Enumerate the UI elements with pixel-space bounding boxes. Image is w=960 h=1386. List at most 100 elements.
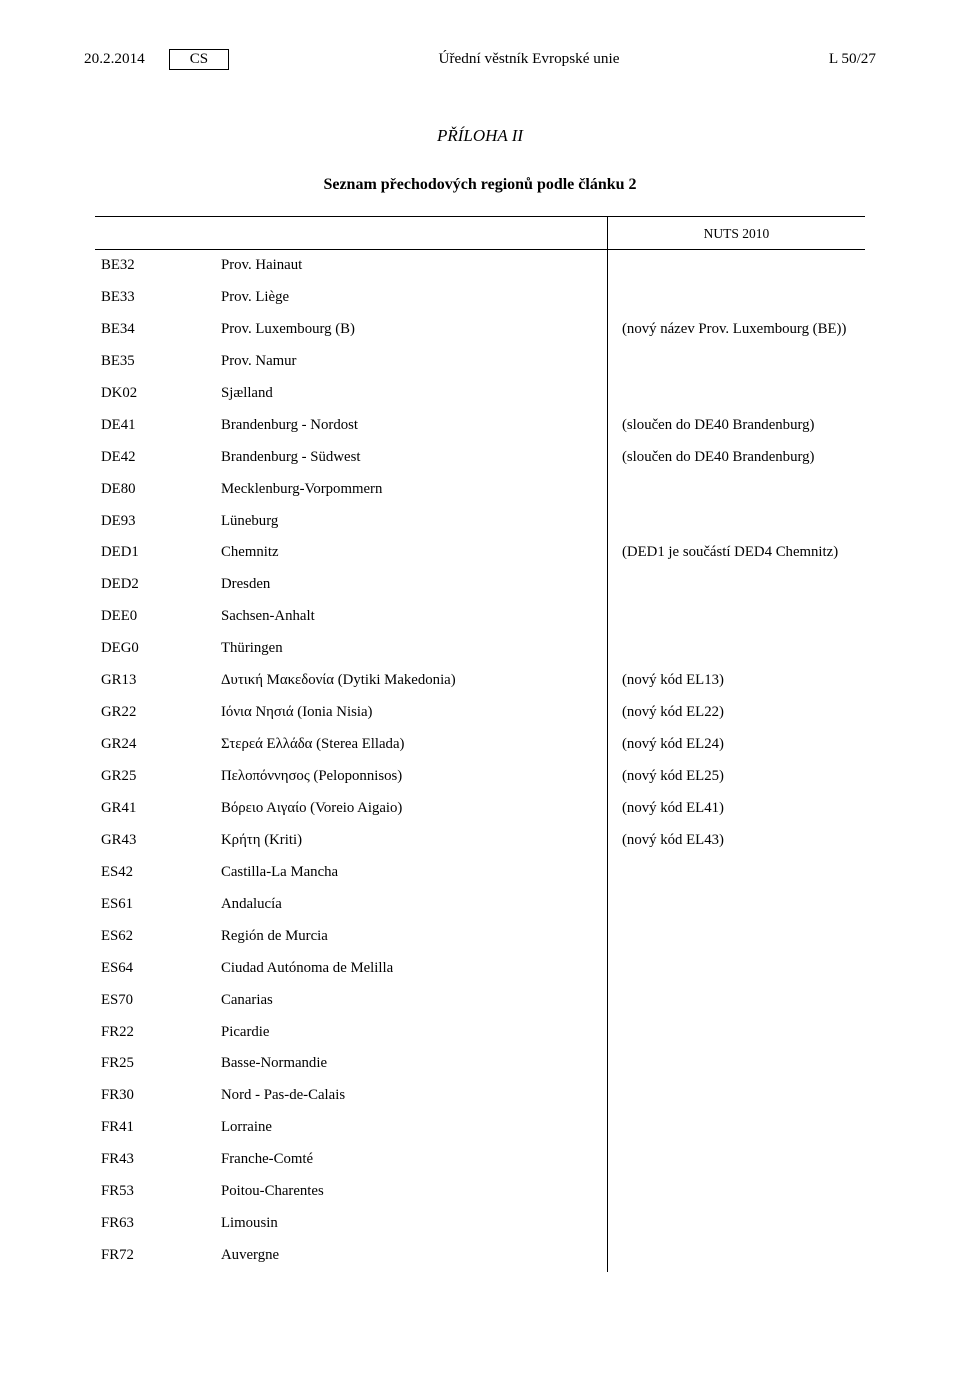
region-name: Στερεά Ελλάδα (Sterea Ellada) [215,729,608,761]
region-note [608,1208,866,1240]
table-row: DED2Dresden [95,569,865,601]
table-header-empty [95,216,608,249]
page-subtitle: Seznam přechodových regionů podle článku… [84,176,876,194]
table-row: FR22Picardie [95,1016,865,1048]
region-code: GR24 [95,729,215,761]
region-code: DEE0 [95,601,215,633]
region-note: (sloučen do DE40 Brandenburg) [608,409,866,441]
table-row: DEG0Thüringen [95,633,865,665]
region-code: FR53 [95,1176,215,1208]
regions-table: NUTS 2010 BE32Prov. HainautBE33Prov. Liè… [95,216,865,1272]
region-note: (nový kód EL25) [608,761,866,793]
region-name: Auvergne [215,1240,608,1272]
header-lang-box: CS [169,49,229,70]
region-code: DED2 [95,569,215,601]
region-note [608,633,866,665]
region-code: ES62 [95,920,215,952]
region-name: Κρήτη (Kriti) [215,824,608,856]
region-code: ES42 [95,856,215,888]
table-row: ES64Ciudad Autónoma de Melilla [95,952,865,984]
header-center: Úřední věstník Evropské unie [229,50,829,68]
region-name: Βόρειο Αιγαίο (Voreio Aigaio) [215,792,608,824]
region-code: GR25 [95,761,215,793]
region-note [608,345,866,377]
region-note [608,1112,866,1144]
table-row: GR13Δυτική Μακεδονία (Dytiki Makedonia)(… [95,665,865,697]
table-row: ES62Región de Murcia [95,920,865,952]
region-code: DE80 [95,473,215,505]
table-row: DEE0Sachsen-Anhalt [95,601,865,633]
region-name: Nord - Pas-de-Calais [215,1080,608,1112]
region-code: ES61 [95,888,215,920]
table-row: BE33Prov. Liège [95,281,865,313]
table-row: FR72Auvergne [95,1240,865,1272]
region-code: FR43 [95,1144,215,1176]
table-row: DK02Sjælland [95,377,865,409]
region-name: Δυτική Μακεδονία (Dytiki Makedonia) [215,665,608,697]
region-note [608,1016,866,1048]
region-name: Andalucía [215,888,608,920]
region-name: Sachsen-Anhalt [215,601,608,633]
region-note: (nový kód EL43) [608,824,866,856]
table-row: DE80Mecklenburg-Vorpommern [95,473,865,505]
region-note [608,1144,866,1176]
region-name: Limousin [215,1208,608,1240]
region-name: Castilla-La Mancha [215,856,608,888]
table-row: FR43Franche-Comté [95,1144,865,1176]
region-code: GR22 [95,697,215,729]
region-name: Mecklenburg-Vorpommern [215,473,608,505]
region-code: DE42 [95,441,215,473]
region-name: Lüneburg [215,505,608,537]
region-note [608,984,866,1016]
region-name: Prov. Namur [215,345,608,377]
region-note [608,920,866,952]
region-code: BE32 [95,249,215,281]
region-name: Brandenburg - Nordost [215,409,608,441]
header-left: 20.2.2014 CS [84,49,229,70]
region-name: Brandenburg - Südwest [215,441,608,473]
region-name: Prov. Hainaut [215,249,608,281]
region-note [608,505,866,537]
table-row: FR53Poitou-Charentes [95,1176,865,1208]
region-note: (nový kód EL24) [608,729,866,761]
region-name: Dresden [215,569,608,601]
region-note [608,601,866,633]
region-code: FR25 [95,1048,215,1080]
region-name: Sjælland [215,377,608,409]
region-code: ES64 [95,952,215,984]
table-row: DE41Brandenburg - Nordost(sloučen do DE4… [95,409,865,441]
region-note [608,1240,866,1272]
region-code: DED1 [95,537,215,569]
table-row: DE42Brandenburg - Südwest(sloučen do DE4… [95,441,865,473]
region-code: BE33 [95,281,215,313]
region-code: GR41 [95,792,215,824]
region-note [608,856,866,888]
region-name: Ιόνια Νησιά (Ionia Nisia) [215,697,608,729]
table-row: GR41Βόρειο Αιγαίο (Voreio Aigaio)(nový k… [95,792,865,824]
table-row: BE35Prov. Namur [95,345,865,377]
table-row: DED1Chemnitz(DED1 je součástí DED4 Chemn… [95,537,865,569]
region-name: Picardie [215,1016,608,1048]
table-row: FR63Limousin [95,1208,865,1240]
region-note [608,473,866,505]
region-code: DE41 [95,409,215,441]
header-date: 20.2.2014 [84,50,145,68]
table-row: FR41Lorraine [95,1112,865,1144]
region-code: FR22 [95,1016,215,1048]
region-note [608,952,866,984]
table-row: DE93Lüneburg [95,505,865,537]
region-note: (sloučen do DE40 Brandenburg) [608,441,866,473]
table-row: GR24Στερεά Ελλάδα (Sterea Ellada)(nový k… [95,729,865,761]
region-code: FR41 [95,1112,215,1144]
region-name: Región de Murcia [215,920,608,952]
region-note: (nový kód EL13) [608,665,866,697]
region-name: Canarias [215,984,608,1016]
region-note: (DED1 je součástí DED4 Chemnitz) [608,537,866,569]
region-code: ES70 [95,984,215,1016]
table-header-nuts: NUTS 2010 [608,216,866,249]
region-name: Prov. Liège [215,281,608,313]
table-row: BE34Prov. Luxembourg (B)(nový název Prov… [95,313,865,345]
region-note [608,888,866,920]
region-note: (nový kód EL22) [608,697,866,729]
table-row: ES61Andalucía [95,888,865,920]
